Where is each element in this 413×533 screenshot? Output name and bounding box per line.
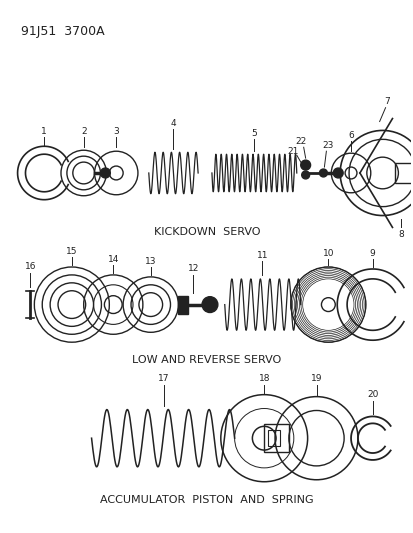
Text: LOW AND REVERSE SERVO: LOW AND REVERSE SERVO [132, 355, 281, 365]
Text: 20: 20 [366, 390, 377, 399]
Text: 15: 15 [66, 247, 77, 256]
Text: 14: 14 [107, 255, 119, 264]
Text: 4: 4 [170, 119, 176, 128]
Text: 91J51  3700A: 91J51 3700A [21, 25, 104, 37]
Text: KICKDOWN  SERVO: KICKDOWN SERVO [153, 228, 260, 237]
Text: 22: 22 [294, 137, 306, 146]
Text: 16: 16 [25, 262, 36, 271]
Circle shape [100, 168, 110, 178]
Text: 8: 8 [398, 230, 403, 239]
Text: 23: 23 [322, 141, 333, 150]
Bar [178, 296, 188, 313]
Circle shape [319, 169, 327, 177]
Text: 5: 5 [251, 129, 256, 138]
Text: 17: 17 [157, 374, 169, 383]
Bar [268, 430, 279, 446]
Text: ACCUMULATOR  PISTON  AND  SPRING: ACCUMULATOR PISTON AND SPRING [100, 495, 313, 505]
Text: 18: 18 [258, 374, 269, 383]
Text: 1: 1 [41, 127, 47, 136]
Circle shape [300, 160, 310, 170]
Text: 6: 6 [347, 131, 353, 140]
Text: 7: 7 [384, 97, 389, 106]
Text: 12: 12 [187, 264, 198, 273]
Text: 11: 11 [256, 251, 267, 260]
Circle shape [202, 297, 217, 312]
Text: 3: 3 [113, 127, 119, 136]
Text: 19: 19 [310, 374, 321, 383]
Text: 21: 21 [287, 147, 298, 156]
Circle shape [332, 168, 342, 178]
Circle shape [301, 171, 309, 179]
Text: 2: 2 [81, 127, 86, 136]
Text: 10: 10 [322, 248, 333, 257]
Bar [263, 424, 288, 452]
Text: 13: 13 [145, 256, 156, 265]
Text: 9: 9 [369, 248, 375, 257]
